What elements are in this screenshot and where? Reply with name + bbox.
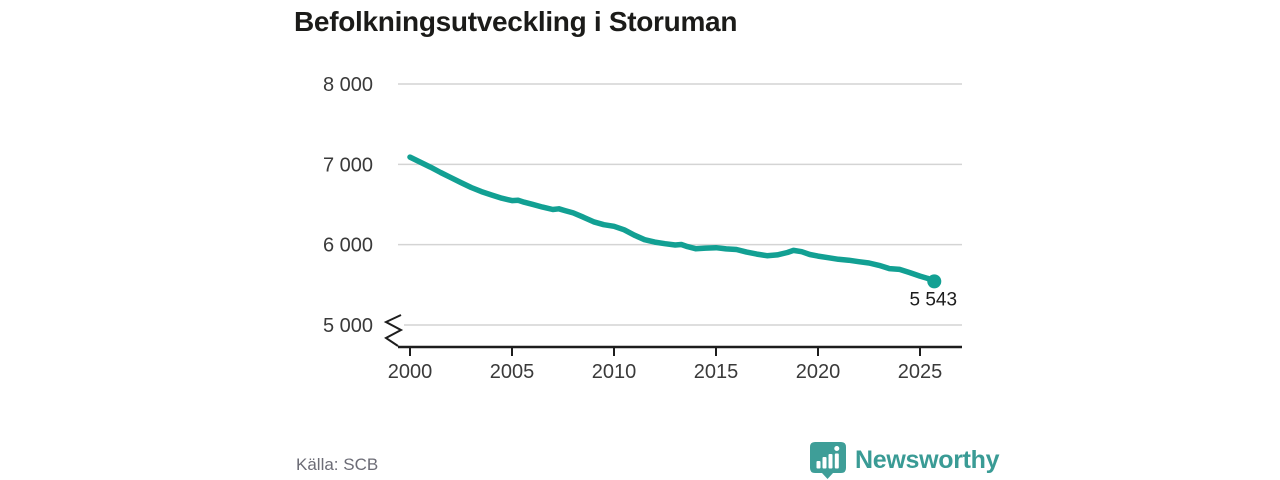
x-tick-label: 2020 bbox=[796, 361, 841, 383]
x-tick-label: 2000 bbox=[388, 361, 433, 383]
source-label: Källa: SCB bbox=[296, 455, 379, 474]
y-tick-label: 6 000 bbox=[323, 235, 373, 257]
population-line bbox=[407, 154, 938, 285]
x-tick-label: 2010 bbox=[592, 361, 637, 383]
y-tick-label: 7 000 bbox=[323, 154, 373, 176]
last-value-label: 5 543 bbox=[910, 289, 958, 310]
y-tick-label: 5 000 bbox=[323, 315, 373, 337]
newsworthy-logo: Newsworthy bbox=[810, 442, 1000, 479]
x-tick-label: 2025 bbox=[898, 361, 943, 383]
y-tick-label: 8 000 bbox=[323, 74, 373, 96]
newsworthy-bubble-chart-icon bbox=[810, 442, 846, 479]
last-value-dot bbox=[927, 274, 942, 289]
page-title: Befolkningsutveckling i Storuman bbox=[294, 6, 738, 37]
axis-break-icon bbox=[383, 314, 404, 347]
x-tick-label: 2015 bbox=[694, 361, 739, 383]
x-tick-label: 2005 bbox=[490, 361, 535, 383]
newsworthy-logo-text: Newsworthy bbox=[855, 446, 1000, 474]
